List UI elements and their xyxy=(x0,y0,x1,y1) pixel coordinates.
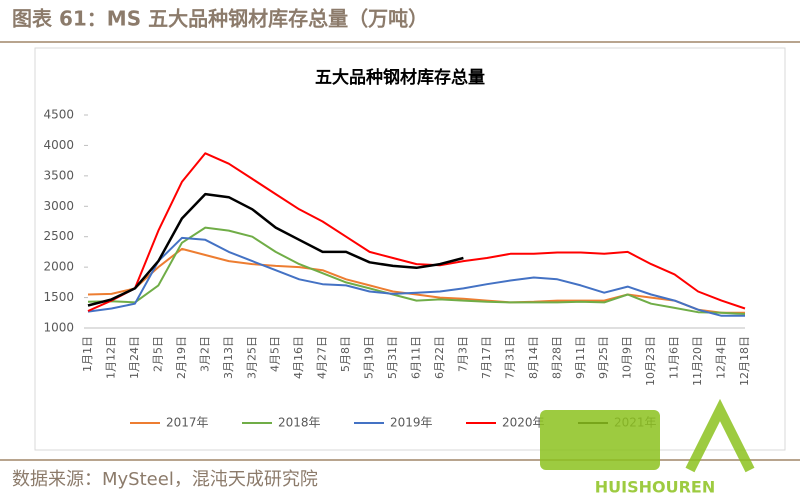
x-tick-label: 2月19日 xyxy=(175,336,188,379)
legend-label: 2018年 xyxy=(278,416,321,430)
x-tick-label: 5月31日 xyxy=(386,336,399,379)
series-line xyxy=(87,236,745,317)
watermark-logo: HUISHOUREN xyxy=(540,398,755,497)
legend-label: 2017年 xyxy=(166,416,209,430)
y-tick-label: 2000 xyxy=(43,260,74,274)
source: 数据来源：MySteel，混沌天成研究院 xyxy=(12,469,318,490)
x-tick-label: 11月6日 xyxy=(668,336,681,379)
x-tick-label: 5月8日 xyxy=(339,336,352,372)
x-tick-label: 12月18日 xyxy=(738,336,751,386)
x-tick-label: 1月24日 xyxy=(128,336,141,379)
series-line xyxy=(87,192,464,307)
x-tick-label: 1月12日 xyxy=(104,336,117,379)
x-tick-label: 7月3日 xyxy=(456,336,469,372)
x-tick-label: 2月5日 xyxy=(151,336,164,372)
y-tick-label: 2500 xyxy=(43,229,74,243)
y-tick-label: 1000 xyxy=(43,321,74,335)
chart-frame xyxy=(34,47,786,451)
y-tick-label: 1500 xyxy=(43,290,74,304)
watermark: HUISHOUREN xyxy=(595,478,715,497)
x-tick-label: 4月27日 xyxy=(316,336,329,379)
x-tick-label: 3月2日 xyxy=(198,336,211,372)
x-tick-label: 6月11日 xyxy=(410,336,423,379)
x-tick-label: 9月25日 xyxy=(597,336,610,379)
x-tick-label: 3月25日 xyxy=(245,336,258,379)
y-tick-label: 4000 xyxy=(43,138,74,152)
plot: 1000 1500 2000 2500 3000 3500 4000 4500 1月1日 1月12… xyxy=(43,108,751,430)
x-tick-label: 1月1日 xyxy=(81,336,94,372)
series-line xyxy=(87,226,746,315)
series-line xyxy=(87,247,745,314)
x-tick-label: 4月5日 xyxy=(269,336,282,372)
x-tick-label: 7月31日 xyxy=(503,336,516,379)
x-tick-label: 3月13日 xyxy=(222,336,235,379)
chart-title: 五大品种钢材库存总量 xyxy=(315,67,485,88)
x-tick-label: 6月22日 xyxy=(433,336,446,379)
x-tick-label: 5月19日 xyxy=(363,336,376,379)
y-tick-label: 3000 xyxy=(43,199,74,213)
x-tick-label: 4月16日 xyxy=(292,336,305,379)
series-line xyxy=(87,152,746,312)
x-tick-label: 10月9日 xyxy=(621,336,634,379)
header: 图表 61：MS 五大品种钢材库存总量（万吨） xyxy=(12,7,428,31)
x-tick-label: 7月17日 xyxy=(480,336,493,379)
legend-label: 2019年 xyxy=(390,416,433,430)
x-tick-label: 8月28日 xyxy=(550,336,563,379)
legend-label: 2020年 xyxy=(502,416,545,430)
x-tick-label: 12月4日 xyxy=(715,336,728,379)
x-tick-label: 11月20日 xyxy=(691,336,704,386)
y-tick-label: 4500 xyxy=(43,108,74,122)
y-tick-label: 3500 xyxy=(43,168,74,182)
x-tick-label: 10月23日 xyxy=(644,336,657,386)
x-tick-label: 8月14日 xyxy=(527,336,540,379)
x-tick-label: 9月11日 xyxy=(574,336,587,379)
